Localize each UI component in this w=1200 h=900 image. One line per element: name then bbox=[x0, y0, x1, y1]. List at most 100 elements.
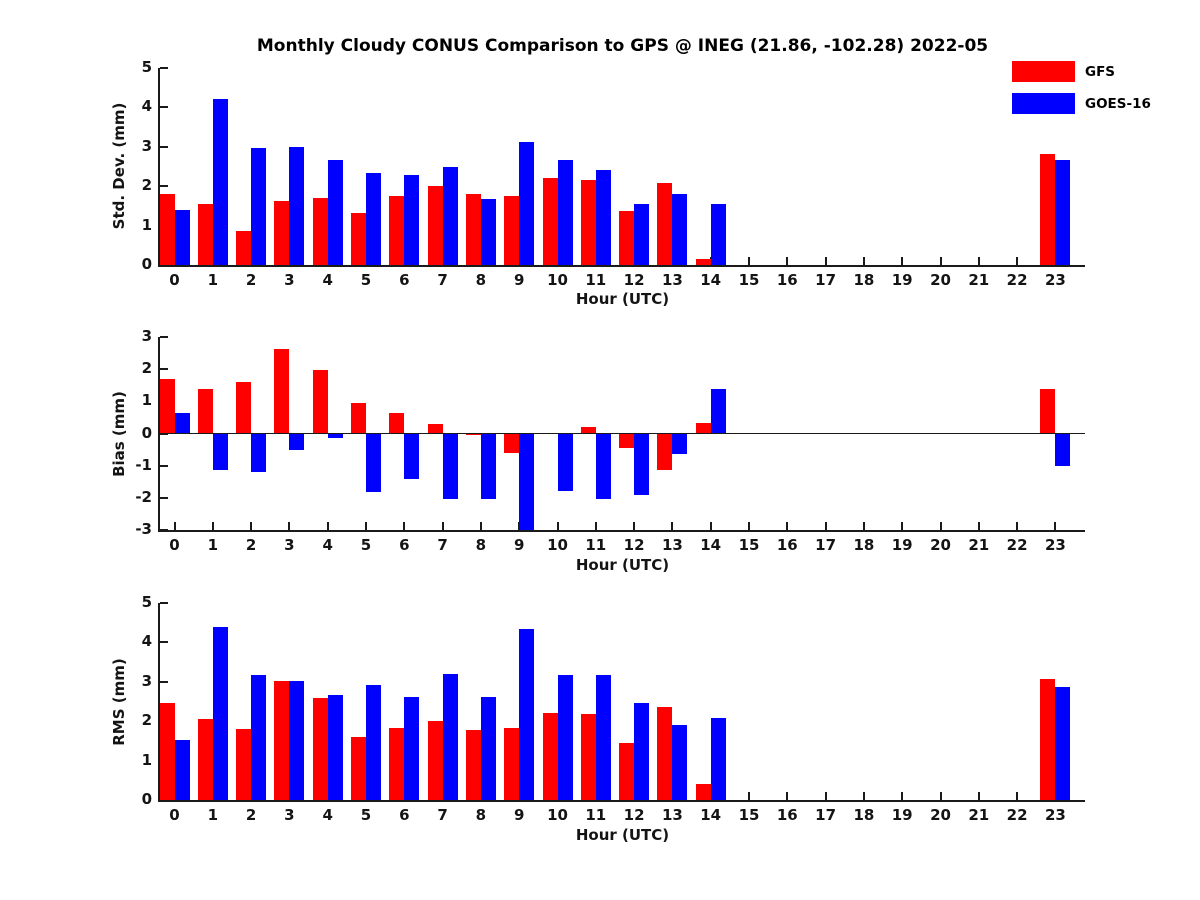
bar-goes16-hour-3 bbox=[289, 147, 305, 265]
x-tick-mark bbox=[786, 257, 789, 265]
bar-gfs-hour-14 bbox=[695, 259, 711, 265]
bar-goes16-hour-9 bbox=[519, 433, 535, 530]
x-tick-mark bbox=[594, 522, 597, 530]
bar-gfs-hour-14 bbox=[695, 422, 711, 434]
x-tick-label: 7 bbox=[437, 806, 448, 824]
y-tick-label: 2 bbox=[141, 359, 152, 378]
x-tick-label: 20 bbox=[930, 806, 951, 824]
x-tick-mark bbox=[901, 257, 904, 265]
bar-gfs-hour-0 bbox=[159, 378, 175, 434]
bar-goes16-hour-11 bbox=[595, 675, 611, 800]
bar-goes16-hour-10 bbox=[557, 674, 573, 800]
bar-gfs-hour-5 bbox=[351, 402, 366, 434]
bar-goes16-hour-2 bbox=[251, 675, 267, 800]
x-tick-mark bbox=[748, 257, 750, 265]
bar-goes16-hour-5 bbox=[366, 433, 381, 493]
x-tick-label: 3 bbox=[284, 806, 295, 824]
x-tick-label: 19 bbox=[891, 806, 913, 824]
bar-gfs-hour-7 bbox=[427, 720, 443, 800]
bar-gfs-hour-13 bbox=[657, 706, 673, 800]
x-tick-mark bbox=[901, 522, 904, 530]
bar-gfs-hour-3 bbox=[274, 201, 290, 265]
bar-gfs-hour-0 bbox=[159, 702, 175, 800]
x-tick-label: 18 bbox=[853, 806, 875, 824]
y-tick-label: 1 bbox=[141, 215, 152, 234]
bar-goes16-hour-13 bbox=[672, 433, 688, 455]
bar-goes16-hour-0 bbox=[174, 412, 190, 434]
y-tick-label: 4 bbox=[141, 632, 152, 651]
x-tick-label: 13 bbox=[661, 806, 683, 824]
x-tick-label: 23 bbox=[1044, 271, 1066, 289]
x-tick-label: 2 bbox=[245, 806, 257, 824]
x-tick-label: 4 bbox=[322, 806, 333, 824]
x-tick-mark bbox=[939, 792, 942, 800]
bar-goes16-hour-0 bbox=[174, 209, 190, 265]
y-tick-mark bbox=[160, 799, 168, 801]
bar-goes16-hour-7 bbox=[442, 674, 458, 800]
bar-goes16-hour-12 bbox=[634, 433, 650, 495]
y-axis-spine bbox=[158, 337, 160, 532]
x-tick-mark bbox=[1054, 522, 1057, 530]
bar-gfs-hour-12 bbox=[619, 433, 635, 448]
x-tick-mark bbox=[671, 522, 674, 530]
x-tick-label: 17 bbox=[815, 806, 837, 824]
x-tick-label: 14 bbox=[700, 536, 722, 554]
x-tick-label: 15 bbox=[738, 806, 760, 824]
x-tick-mark bbox=[211, 522, 214, 530]
y-tick-label: 2 bbox=[141, 176, 152, 195]
bar-goes16-hour-6 bbox=[404, 433, 420, 479]
bar-goes16-hour-3 bbox=[289, 433, 305, 450]
bar-gfs-hour-10 bbox=[542, 713, 558, 800]
bar-gfs-hour-3 bbox=[274, 349, 290, 434]
x-axis-spine bbox=[158, 530, 1085, 532]
x-tick-mark bbox=[1016, 792, 1019, 800]
x-tick-label: 3 bbox=[284, 536, 295, 554]
bar-goes16-hour-10 bbox=[557, 159, 573, 265]
x-tick-label: 18 bbox=[853, 271, 875, 289]
bar-gfs-hour-9 bbox=[504, 727, 520, 800]
bar-goes16-hour-8 bbox=[480, 696, 496, 800]
x-tick-label: 16 bbox=[776, 271, 798, 289]
x-tick-mark bbox=[786, 522, 789, 530]
x-tick-label: 10 bbox=[547, 536, 568, 554]
bar-goes16-hour-9 bbox=[519, 142, 535, 265]
x-tick-label: 6 bbox=[399, 271, 410, 289]
y-tick-label: 3 bbox=[141, 671, 152, 690]
x-axis-spine bbox=[158, 265, 1085, 267]
y-tick-label: 5 bbox=[141, 58, 152, 76]
bar-gfs-hour-10 bbox=[542, 178, 558, 265]
y-tick-label: 4 bbox=[141, 97, 152, 116]
x-tick-label: 11 bbox=[585, 271, 607, 289]
bar-goes16-hour-11 bbox=[595, 433, 611, 499]
y-tick-label: 5 bbox=[141, 593, 152, 611]
bar-gfs-hour-6 bbox=[389, 728, 405, 800]
bar-gfs-hour-4 bbox=[312, 198, 328, 265]
y-tick-mark bbox=[160, 67, 168, 69]
y-tick-mark bbox=[160, 145, 168, 148]
x-tick-label: 15 bbox=[738, 271, 760, 289]
x-axis-label-rms: Hour (UTC) bbox=[575, 826, 670, 844]
bar-gfs-hour-11 bbox=[580, 179, 596, 265]
x-tick-label: 4 bbox=[322, 271, 333, 289]
legend-swatch-goes16 bbox=[1012, 93, 1075, 114]
x-tick-label: 8 bbox=[475, 536, 487, 554]
x-tick-mark bbox=[173, 522, 176, 530]
x-tick-label: 20 bbox=[930, 271, 951, 289]
x-tick-mark bbox=[748, 522, 750, 530]
x-tick-mark bbox=[1016, 522, 1019, 530]
bar-goes16-hour-6 bbox=[404, 175, 420, 265]
bar-gfs-hour-12 bbox=[619, 210, 635, 265]
x-tick-label: 22 bbox=[1006, 806, 1028, 824]
x-tick-label: 21 bbox=[968, 271, 990, 289]
bar-gfs-hour-4 bbox=[312, 369, 328, 434]
bar-gfs-hour-11 bbox=[580, 427, 596, 434]
x-tick-label: 0 bbox=[169, 806, 180, 824]
x-tick-label: 0 bbox=[169, 271, 180, 289]
bar-gfs-hour-23 bbox=[1040, 678, 1056, 800]
x-tick-mark bbox=[824, 257, 827, 265]
x-tick-label: 17 bbox=[815, 271, 837, 289]
x-tick-label: 6 bbox=[399, 806, 410, 824]
x-tick-mark bbox=[862, 522, 865, 530]
x-tick-mark bbox=[977, 792, 980, 800]
x-axis-label-bias: Hour (UTC) bbox=[575, 556, 670, 574]
